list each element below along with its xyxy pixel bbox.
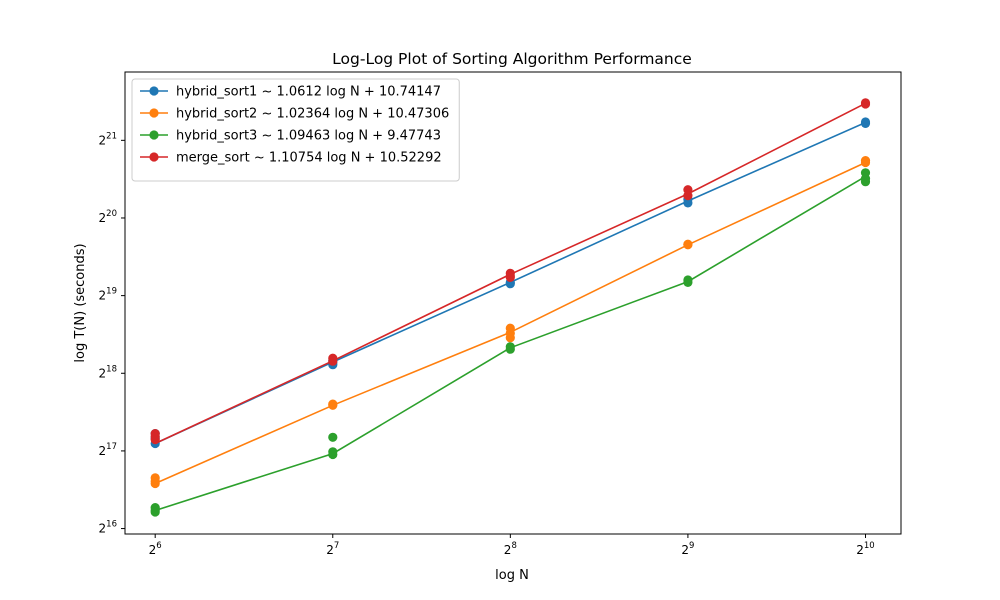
series-4 xyxy=(150,98,871,445)
legend-box xyxy=(131,78,460,182)
legend-label: hybrid_sort3 ~ 1.09463 log N + 9.47743 xyxy=(176,129,441,144)
y-tick-base: 2 xyxy=(99,522,107,536)
data-point xyxy=(860,174,871,184)
data-point xyxy=(860,156,871,166)
x-tick-base: 2 xyxy=(149,543,157,557)
data-point xyxy=(683,239,693,249)
x-tick-label: 29 xyxy=(681,541,694,557)
data-point xyxy=(150,505,160,516)
legend: hybrid_sort1 ~ 1.0612 log N + 10.74147 hy… xyxy=(131,78,460,182)
y-tick-label: 217 xyxy=(99,442,117,458)
data-point xyxy=(860,117,871,127)
data-point xyxy=(150,476,160,486)
legend-label: hybrid_sort2 ~ 1.02364 log N + 10.47306 xyxy=(176,107,449,122)
data-point xyxy=(328,399,338,409)
x-tick-label: 26 xyxy=(149,541,162,557)
y-tick-exponent: 21 xyxy=(106,131,117,141)
x-tick-exponent: 7 xyxy=(334,541,339,551)
legend-marker xyxy=(149,130,159,140)
data-point xyxy=(683,275,693,285)
x-tick-exponent: 9 xyxy=(689,541,694,551)
y-tick-label: 218 xyxy=(99,364,117,380)
plot-area xyxy=(150,98,871,517)
legend-marker xyxy=(149,152,159,162)
y-tick-exponent: 18 xyxy=(106,364,117,374)
x-tick-base: 2 xyxy=(326,543,334,557)
y-tick-exponent: 17 xyxy=(106,442,117,452)
data-point xyxy=(505,328,515,338)
legend-item: merge_sort ~ 1.10754 log N + 10.52292 xyxy=(140,151,442,166)
x-tick-base: 2 xyxy=(856,543,864,557)
x-tick-exponent: 8 xyxy=(511,541,516,551)
x-axis-label: log N xyxy=(495,568,529,583)
series-2 xyxy=(150,156,871,489)
data-point xyxy=(683,191,693,201)
y-axis-label: log T(N) (seconds) xyxy=(73,243,88,362)
y-tick-base: 2 xyxy=(99,366,107,380)
y-tick-exponent: 16 xyxy=(106,520,117,530)
legend-item: hybrid_sort1 ~ 1.0612 log N + 10.74147 xyxy=(140,85,441,100)
y-tick-exponent: 20 xyxy=(106,209,117,219)
data-point xyxy=(505,342,515,352)
x-tick-label: 27 xyxy=(326,541,339,557)
x-tick-label: 28 xyxy=(504,541,517,557)
y-tick-exponent: 19 xyxy=(106,287,117,297)
chart-title: Log-Log Plot of Sorting Algorithm Perfor… xyxy=(332,50,692,68)
x-tick-base: 2 xyxy=(504,543,512,557)
y-tick-label: 220 xyxy=(99,209,117,225)
data-point xyxy=(328,356,338,366)
y-tick-label: 219 xyxy=(99,287,117,303)
data-point xyxy=(328,432,338,442)
y-tick-base: 2 xyxy=(99,133,107,147)
x-tick-base: 2 xyxy=(681,543,689,557)
y-tick-base: 2 xyxy=(99,289,107,303)
legend-label: merge_sort ~ 1.10754 log N + 10.52292 xyxy=(176,151,442,166)
x-tick-exponent: 10 xyxy=(864,541,875,551)
series-3 xyxy=(150,168,871,517)
y-tick-label: 221 xyxy=(99,131,117,147)
legend-marker xyxy=(149,86,159,96)
legend-item: hybrid_sort3 ~ 1.09463 log N + 9.47743 xyxy=(140,129,441,144)
legend-item: hybrid_sort2 ~ 1.02364 log N + 10.47306 xyxy=(140,107,449,122)
y-tick-base: 2 xyxy=(99,444,107,458)
data-point xyxy=(505,272,515,282)
data-point xyxy=(150,435,160,445)
y-tick-label: 216 xyxy=(99,520,117,536)
legend-marker xyxy=(149,108,159,118)
data-point xyxy=(860,99,871,109)
legend-label: hybrid_sort1 ~ 1.0612 log N + 10.74147 xyxy=(176,85,441,100)
x-tick-exponent: 6 xyxy=(156,541,161,551)
plot-frame xyxy=(124,71,902,535)
x-tick-label: 210 xyxy=(856,541,874,557)
y-tick-base: 2 xyxy=(99,211,107,225)
data-point xyxy=(328,449,338,460)
